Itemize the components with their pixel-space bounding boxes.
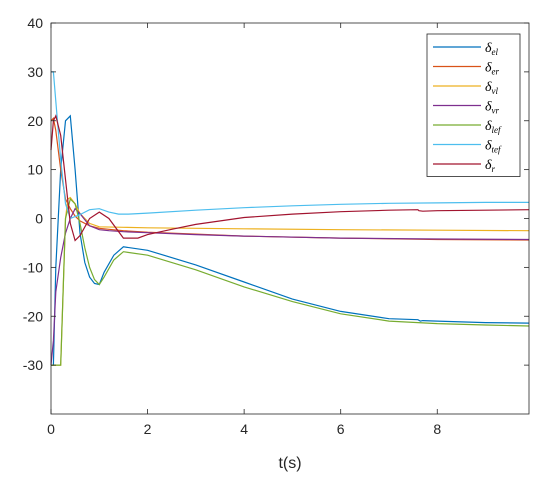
legend-label-vr: δvr xyxy=(485,100,500,116)
series-line-lef xyxy=(51,197,530,366)
legend-label-tef: δtef xyxy=(485,139,502,155)
ticks-layer: 0 2 4 6 8 -30 -20 -10 0 10 20 30 40 xyxy=(23,15,529,437)
legend-label-er: δer xyxy=(485,61,500,77)
legend-label-el: δel xyxy=(485,41,499,57)
y-tick-label: 30 xyxy=(27,64,43,80)
legend: δel δer δvl δvr δlef δtef δr xyxy=(426,33,521,177)
x-tick-label: 6 xyxy=(337,421,345,437)
series-layer xyxy=(50,71,530,366)
x-axis-label: t(s) xyxy=(278,455,301,472)
y-tick-label: -10 xyxy=(23,259,43,275)
series-line-el xyxy=(51,114,530,366)
x-tick-label: 0 xyxy=(47,421,55,437)
y-tick-label: -20 xyxy=(23,308,43,324)
legend-label-lef: δlef xyxy=(485,119,502,135)
series-line-vr xyxy=(50,207,530,366)
series-line-r xyxy=(50,114,530,242)
legend-label-vl: δvl xyxy=(485,80,499,96)
y-tick-label: 40 xyxy=(27,15,43,31)
y-tick-label: 0 xyxy=(35,211,43,227)
series-line-tef xyxy=(51,71,529,220)
x-tick-label: 8 xyxy=(433,421,441,437)
y-tick-label: 20 xyxy=(27,113,43,129)
y-tick-label: 10 xyxy=(27,162,43,178)
x-tick-label: 2 xyxy=(144,421,152,437)
y-tick-label: -30 xyxy=(23,357,43,373)
legend-label-r: δr xyxy=(485,158,496,174)
x-tick-label: 4 xyxy=(240,421,248,437)
